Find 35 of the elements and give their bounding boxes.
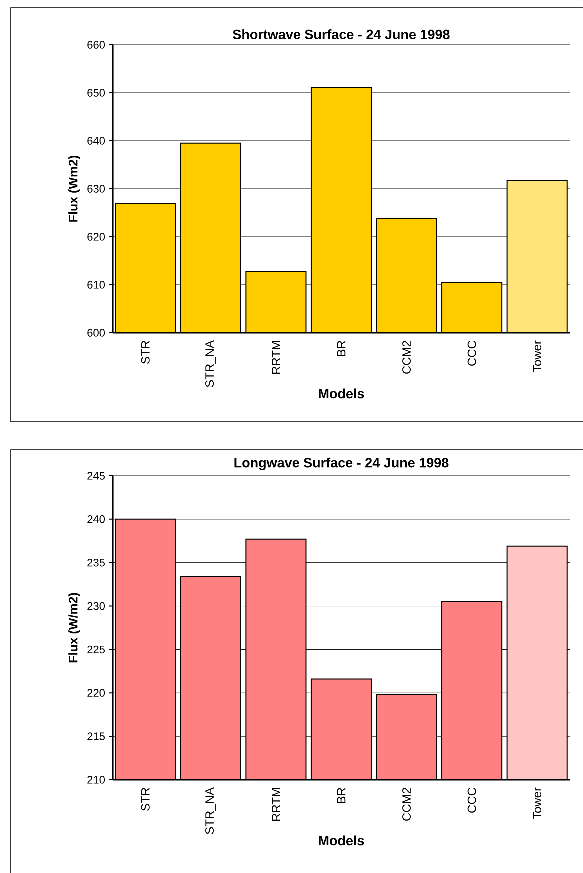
y-tick-label: 225: [88, 646, 105, 654]
y-tick-label: 660: [88, 41, 106, 49]
x-tick-label: CCM2: [402, 788, 412, 821]
y-tick-label: 630: [88, 185, 106, 193]
y-tick-label: 230: [88, 602, 106, 610]
x-tick-label: STR: [141, 788, 150, 811]
chart-title: Shortwave Surface - 24 June 1998: [233, 30, 450, 40]
y-axis-title: Flux (Wm2): [68, 156, 80, 222]
y-tick-label: 610: [88, 281, 106, 289]
y-tick-label: 210: [88, 776, 106, 784]
y-axis-title: Flux (W/m2): [68, 593, 80, 663]
x-tick-label: CCM2: [402, 341, 412, 374]
x-tick-label: Tower: [533, 788, 542, 820]
x-tick-label: STR_NA: [206, 340, 216, 388]
x-axis-title: Models: [319, 388, 364, 399]
y-tick-label: 600: [88, 329, 106, 337]
x-tick-label: CCC: [468, 788, 476, 813]
y-tick-label: 620: [88, 233, 106, 241]
x-tick-label: RRTM: [272, 342, 280, 374]
y-tick-label: 640: [88, 137, 106, 145]
x-tick-label: Tower: [533, 340, 542, 372]
y-tick-label: 215: [88, 732, 105, 740]
x-tick-label: RRTM: [272, 788, 280, 821]
y-tick-label: 235: [88, 558, 105, 567]
x-tick-label: STR_NA: [206, 788, 216, 834]
y-tick-label: 240: [88, 516, 106, 524]
x-axis-title: Models: [319, 836, 364, 846]
y-tick-label: 650: [88, 89, 106, 97]
x-tick-label: CCC: [468, 341, 476, 366]
x-tick-label: BR: [337, 341, 346, 356]
x-tick-label: BR: [337, 788, 346, 804]
y-tick-label: 220: [88, 689, 106, 698]
x-tick-label: STR: [141, 341, 150, 364]
y-tick-label: 245: [88, 472, 105, 480]
chart-title: Longwave Surface - 24 June 1998: [234, 458, 449, 470]
